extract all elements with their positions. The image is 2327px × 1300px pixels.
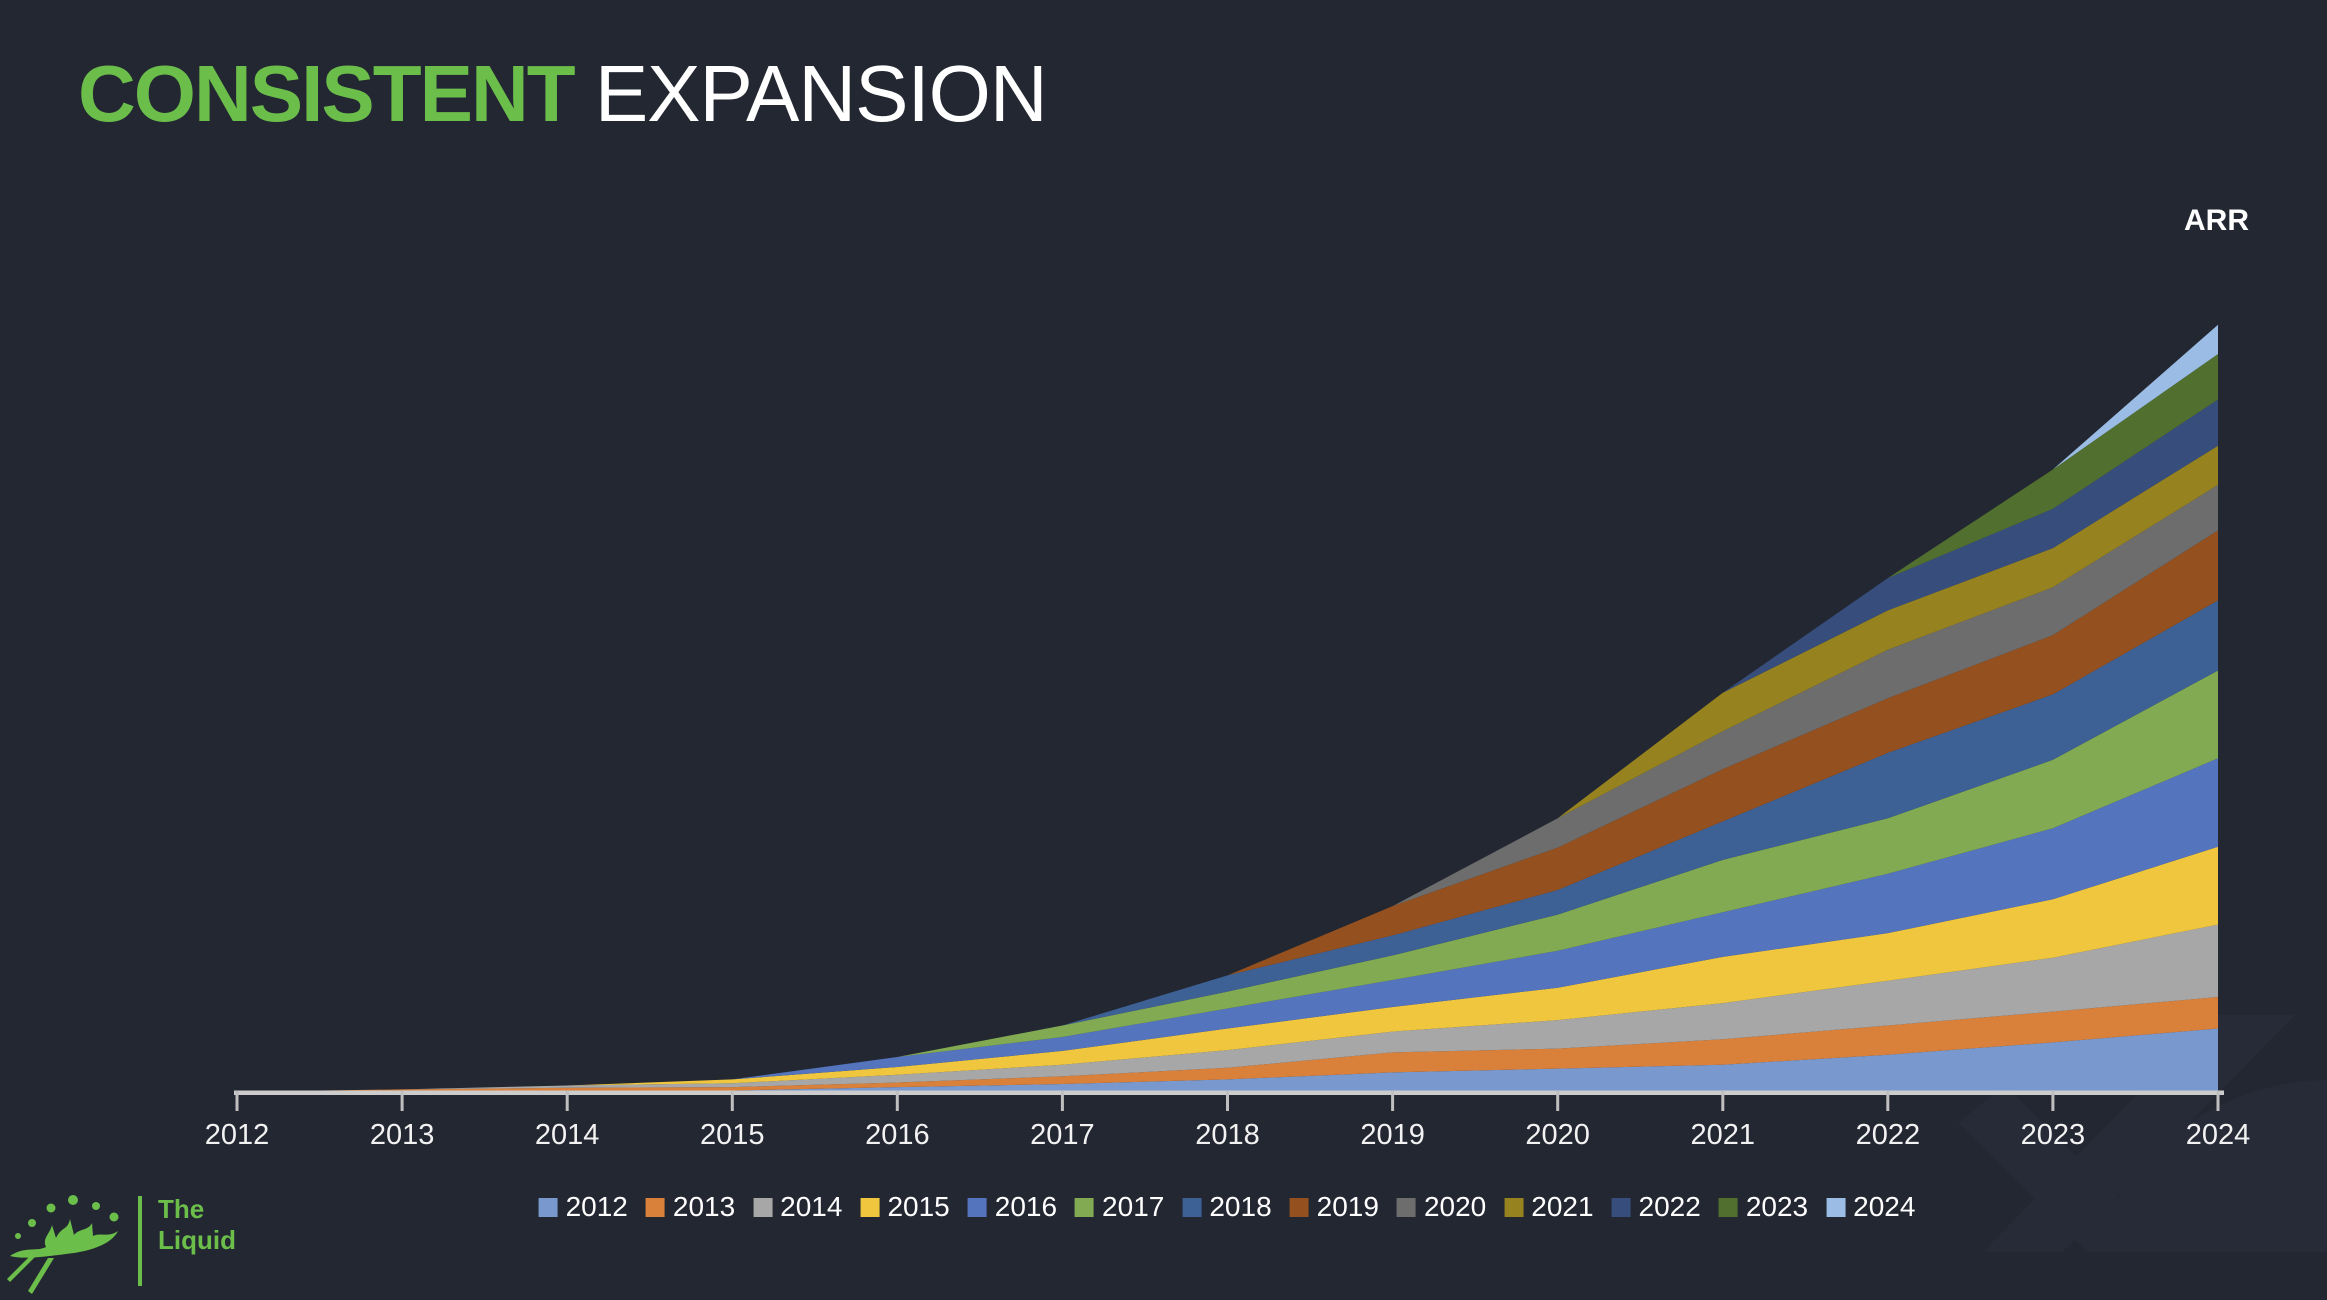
legend-label-2023: 2023 [1745, 1191, 1809, 1222]
legend-item-2014: 2014 [753, 1191, 842, 1223]
x-axis-tick-2019 [1391, 1091, 1395, 1111]
legend-item-2024: 2024 [1826, 1191, 1915, 1223]
legend-item-2012: 2012 [538, 1191, 628, 1223]
x-axis-tick-2016 [895, 1091, 899, 1111]
legend-item-2016: 2016 [967, 1191, 1058, 1223]
area-series-2015 [237, 846, 2218, 1092]
legend-swatch-2023 [1718, 1197, 1738, 1217]
x-axis-tick-2013 [400, 1091, 404, 1111]
legend-label-2024: 2024 [1853, 1191, 1916, 1222]
company-logo: The Liquid [6, 1190, 236, 1300]
legend-item-2023: 2023 [1718, 1191, 1809, 1223]
x-axis-tick-2020 [1556, 1091, 1560, 1111]
x-axis-tick-2017 [1060, 1091, 1064, 1111]
legend-swatch-2013 [645, 1197, 665, 1217]
legend-swatch-2022 [1611, 1197, 1631, 1217]
x-axis-tick-2018 [1226, 1091, 1229, 1111]
legend-item-2017: 2017 [1075, 1191, 1164, 1223]
x-axis-tick-2014 [565, 1091, 569, 1111]
legend-label-2018: 2018 [1209, 1191, 1272, 1222]
legend-swatch-2018 [1182, 1197, 1202, 1217]
area-series-2016 [237, 758, 2218, 1092]
legend-item-2022: 2022 [1611, 1191, 1701, 1223]
area-series-2014 [237, 924, 2218, 1092]
title-rest: EXPANSION [573, 49, 1048, 138]
legend-item-2018: 2018 [1182, 1191, 1272, 1223]
legend-label-2019: 2019 [1316, 1191, 1379, 1222]
legend-swatch-2016 [967, 1197, 987, 1217]
x-axis-tick-2015 [730, 1091, 734, 1111]
legend-label-2022: 2022 [1638, 1191, 1701, 1222]
legend-swatch-2019 [1289, 1197, 1309, 1217]
logo-line-1: The [158, 1194, 205, 1224]
logo-line-2: Liquid [158, 1225, 236, 1255]
arr-axis-label: ARR [2184, 204, 2249, 237]
area-series-2017 [237, 670, 2218, 1092]
x-axis-tick-2024 [2216, 1091, 2220, 1111]
legend-item-2013: 2013 [645, 1191, 736, 1223]
x-axis-tick-2023 [2051, 1091, 2055, 1111]
legend-swatch-2021 [1504, 1197, 1524, 1217]
legend-swatch-2020 [1396, 1197, 1416, 1217]
splash-icon [7, 1195, 119, 1294]
legend-item-2015: 2015 [860, 1191, 950, 1223]
logo-divider [138, 1196, 142, 1286]
stacked-area-chart [234, 324, 2224, 1111]
legend-swatch-2017 [1075, 1197, 1095, 1217]
legend-label-2012: 2012 [565, 1191, 628, 1222]
legend-swatch-2014 [753, 1197, 773, 1217]
legend-label-2021: 2021 [1531, 1191, 1594, 1222]
legend-swatch-2024 [1826, 1197, 1846, 1217]
legend-swatch-2012 [538, 1197, 558, 1217]
chart-legend: 2012 2013 2014 2015 2016 2017 2018 2019 2020 2021… [538, 1191, 1915, 1223]
legend-label-2020: 2020 [1423, 1191, 1487, 1222]
legend-item-2019: 2019 [1289, 1191, 1379, 1223]
legend-item-2020: 2020 [1396, 1191, 1487, 1223]
legend-label-2014: 2014 [780, 1191, 843, 1222]
legend-label-2013: 2013 [672, 1191, 736, 1222]
x-axis-tick-2022 [1886, 1091, 1890, 1111]
area-series-2013 [237, 997, 2218, 1092]
slide: CONSISTENT EXPANSION ARR 2012 2013 2014 201… [7, 48, 2251, 1294]
title-highlight: CONSISTENT [78, 49, 576, 138]
legend-item-2021: 2021 [1504, 1191, 1594, 1223]
x-axis-tick-2021 [1721, 1091, 1725, 1111]
legend-swatch-2015 [860, 1197, 880, 1217]
legend-label-2016: 2016 [994, 1191, 1058, 1222]
legend-label-2017: 2017 [1102, 1191, 1165, 1222]
x-axis-tick-2012 [235, 1091, 239, 1111]
area-series-2012 [237, 1028, 2218, 1094]
legend-label-2015: 2015 [887, 1191, 950, 1222]
page-title: CONSISTENT EXPANSION [78, 48, 1048, 140]
